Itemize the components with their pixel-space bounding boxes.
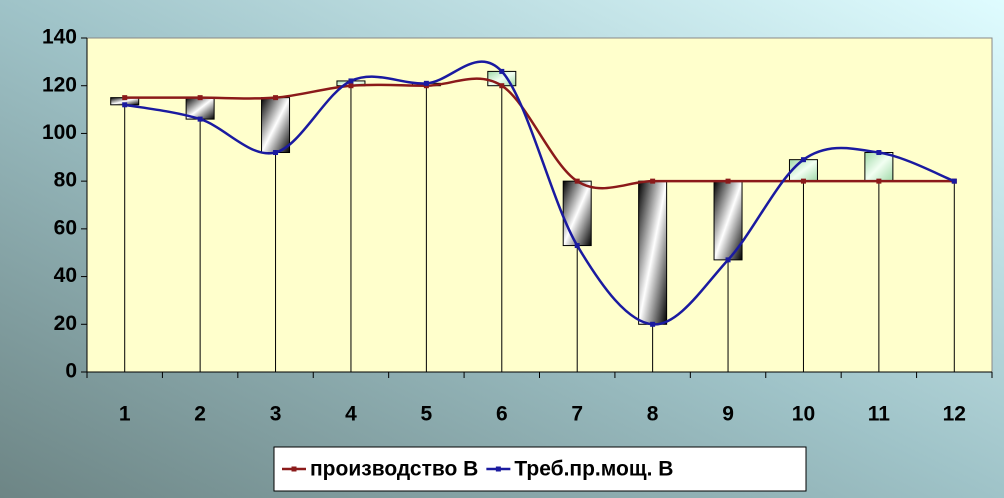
x-tick-label: 9 [722, 403, 734, 426]
point [348, 83, 354, 89]
down-bar [562, 180, 592, 247]
x-tick-label: 4 [345, 403, 357, 426]
point [574, 243, 580, 249]
y-tick-label: 0 [65, 360, 77, 383]
y-tick-label: 60 [54, 216, 77, 239]
point [499, 83, 505, 89]
x-tick-label: 12 [943, 403, 966, 426]
y-tick-label: 80 [54, 169, 77, 192]
up-bar [864, 152, 894, 182]
up-bar [788, 159, 818, 182]
point [197, 116, 203, 122]
point [725, 257, 731, 263]
point [273, 95, 279, 101]
point [876, 150, 882, 156]
x-tick-label: 1 [119, 403, 131, 426]
legend-label: Треб.пр.мощ. В [514, 458, 673, 481]
point [650, 178, 656, 184]
x-tick-label: 2 [194, 403, 206, 426]
point [876, 178, 882, 184]
legend-label: производство В [310, 458, 478, 481]
point [122, 95, 128, 101]
point [273, 150, 279, 156]
point [650, 321, 656, 327]
down-bar [261, 97, 291, 154]
point [423, 80, 429, 86]
down-bar [638, 180, 668, 325]
y-tick-label: 120 [42, 73, 77, 96]
x-tick-label: 3 [270, 403, 282, 426]
point [800, 178, 806, 184]
x-tick-label: 11 [868, 403, 891, 426]
point [197, 95, 203, 101]
point [951, 178, 957, 184]
y-tick-label: 20 [54, 312, 77, 335]
y-tick-label: 140 [42, 26, 77, 49]
point [725, 178, 731, 184]
point [499, 68, 505, 74]
legend-marker [291, 466, 297, 472]
x-tick-label: 7 [571, 403, 583, 426]
y-tick-label: 100 [42, 121, 77, 144]
x-tick-label: 10 [792, 403, 815, 426]
x-tick-label: 6 [496, 403, 508, 426]
y-tick-label: 40 [54, 264, 77, 287]
point [348, 78, 354, 84]
x-tick-label: 8 [647, 403, 659, 426]
x-tick-label: 5 [421, 403, 433, 426]
legend-marker [495, 466, 501, 472]
point [800, 157, 806, 163]
point [122, 102, 128, 108]
plot-area [86, 37, 993, 373]
point [574, 178, 580, 184]
legend-box [273, 446, 807, 492]
